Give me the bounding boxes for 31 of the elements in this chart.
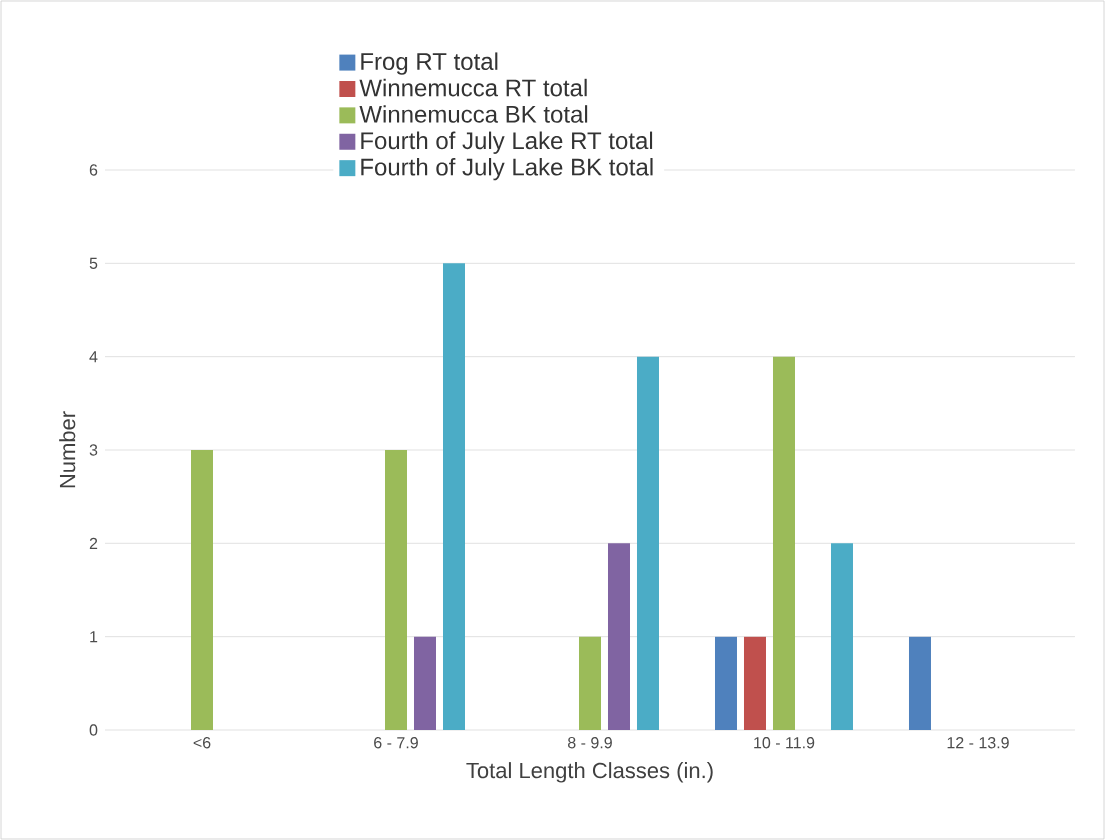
bar bbox=[636, 356, 659, 730]
x-tick-label: 12 - 13.9 bbox=[947, 737, 1009, 749]
x-tick-label: 10 - 11.9 bbox=[754, 737, 815, 749]
y-tick-label: 5 bbox=[89, 257, 98, 269]
bar bbox=[191, 449, 213, 730]
x-tick-label: <6 bbox=[193, 737, 211, 749]
bar bbox=[443, 263, 465, 730]
x-tick-label: 6 - 7.9 bbox=[374, 737, 418, 749]
legend-label: Frog RT total bbox=[361, 52, 498, 75]
y-axis-title: Number bbox=[59, 411, 76, 488]
y-tick-label: 1 bbox=[90, 631, 98, 643]
bar bbox=[414, 636, 436, 730]
y-tick-label: 4 bbox=[89, 351, 98, 363]
legend-label: Winnemucca RT total bbox=[359, 78, 587, 97]
x-axis-title: Total Length Classes (in.) bbox=[466, 762, 713, 783]
legend-label: Fourth of July Lake BK total bbox=[361, 157, 653, 181]
y-tick-label: 2 bbox=[89, 537, 98, 549]
bar bbox=[743, 636, 766, 730]
y-tick-label: 6 bbox=[89, 164, 98, 176]
bar bbox=[714, 636, 737, 730]
legend-label: Winnemucca BK total bbox=[359, 105, 588, 123]
x-tick-label: 8 - 9.9 bbox=[568, 737, 612, 749]
bar bbox=[772, 356, 795, 730]
y-tick-label: 3 bbox=[89, 444, 98, 456]
bar bbox=[908, 636, 931, 730]
legend-label: Fourth of July Lake RT total bbox=[361, 131, 653, 154]
bar bbox=[830, 543, 853, 730]
bar bbox=[385, 449, 407, 730]
bar bbox=[578, 636, 601, 730]
bar bbox=[607, 543, 630, 730]
y-tick-label: 0 bbox=[89, 724, 98, 736]
